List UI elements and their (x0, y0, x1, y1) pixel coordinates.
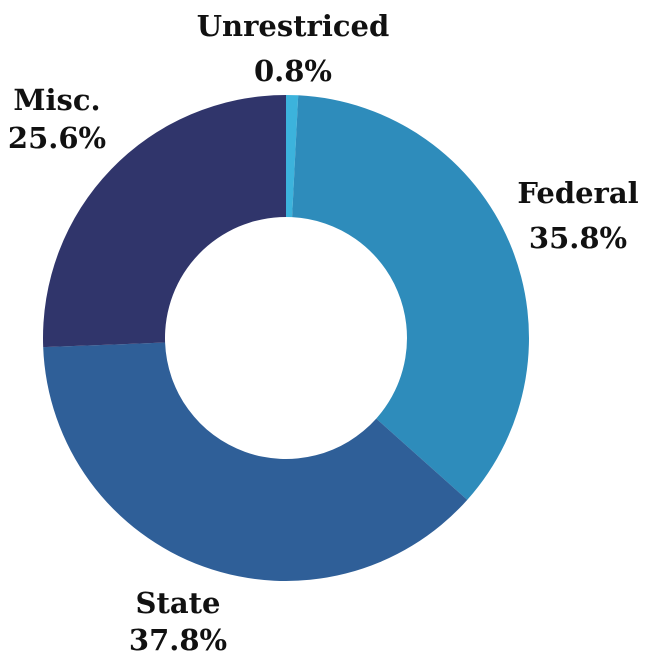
slice-label: Unrestriced (197, 9, 390, 43)
slice-label: State (136, 586, 221, 620)
slice-value-label: 25.6% (8, 121, 106, 155)
slice-value-label: 37.8% (129, 623, 227, 657)
donut-slice (42, 95, 286, 348)
donut-slice (286, 95, 299, 218)
donut-slice (43, 342, 468, 581)
slice-value-label: 35.8% (529, 221, 627, 255)
slice-value-label: 0.8% (254, 54, 332, 88)
slice-label: Misc. (13, 83, 100, 117)
slice-label: Federal (517, 176, 638, 210)
donut-slice (292, 95, 529, 500)
